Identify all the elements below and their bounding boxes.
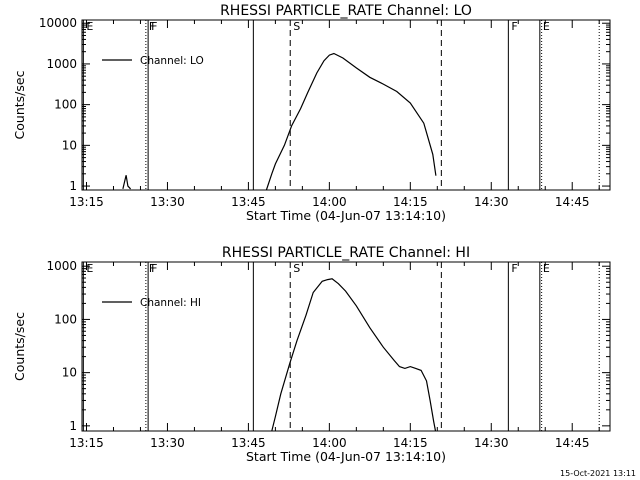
x-tick-label: 13:30 — [150, 436, 185, 450]
y-tick-label: 10 — [62, 366, 77, 380]
chart-title: RHESSI PARTICLE_RATE Channel: HI — [222, 245, 470, 261]
event-marker-label: E — [86, 20, 93, 33]
x-axis-label: Start Time (04-Jun-07 13:14:10) — [246, 449, 446, 464]
y-tick-label: 1 — [69, 419, 77, 433]
x-tick-label: 13:15 — [69, 195, 104, 209]
x-tick-label: 14:45 — [555, 195, 590, 209]
x-tick-label: 13:45 — [231, 195, 266, 209]
x-tick-label: 14:00 — [312, 195, 347, 209]
x-tick-label: 14:45 — [555, 436, 590, 450]
x-tick-label: 14:30 — [474, 195, 509, 209]
event-marker-label: F — [149, 20, 155, 33]
y-axis-label: Counts/sec — [12, 312, 27, 381]
x-tick-label: 14:15 — [393, 195, 428, 209]
event-marker-label: E — [86, 262, 93, 275]
x-tick-label: 13:30 — [150, 195, 185, 209]
plot-frame — [81, 261, 611, 432]
plot-frame — [81, 19, 611, 191]
series-line — [122, 175, 132, 190]
event-marker-label: E — [543, 262, 550, 275]
series-line — [271, 278, 437, 432]
y-tick-label: 1000 — [46, 57, 77, 71]
event-marker-label: F — [149, 262, 155, 275]
event-marker-label: F — [511, 262, 517, 275]
x-tick-label: 13:45 — [231, 436, 266, 450]
legend-entry: Channel: HI — [140, 297, 201, 309]
event-marker-label: S — [293, 262, 300, 275]
y-tick-label: 10 — [62, 138, 77, 152]
y-tick-label: 100 — [54, 312, 77, 326]
event-marker-label: F — [511, 20, 517, 33]
x-tick-label: 14:00 — [312, 436, 347, 450]
event-marker-label: F — [151, 262, 157, 275]
print-timestamp: 15-Oct-2021 13:11 — [560, 469, 636, 478]
x-tick-label: 14:15 — [393, 436, 428, 450]
chart-panel-hi: 13:15 13:30 13:45 14:00 14:15 14:30 14:45 1 10 10… — [12, 245, 611, 464]
x-tick-label: 14:30 — [474, 436, 509, 450]
event-marker-label: E — [543, 20, 550, 33]
y-tick-label: 10000 — [39, 16, 77, 30]
series-line — [265, 52, 437, 191]
chart-title: RHESSI PARTICLE_RATE Channel: LO — [220, 3, 472, 19]
chart-panel-lo: 13:15 13:30 13:45 14:00 14:15 14:30 14:45 1 10 10… — [12, 3, 611, 223]
event-marker-label: S — [293, 20, 300, 33]
y-tick-label: 1000 — [46, 259, 77, 273]
event-marker-label: F — [151, 20, 157, 33]
x-tick-label: 13:15 — [69, 436, 104, 450]
y-tick-label: 1 — [69, 179, 77, 193]
legend-entry: Channel: LO — [140, 55, 204, 67]
y-tick-label: 100 — [54, 98, 77, 112]
x-axis-label: Start Time (04-Jun-07 13:14:10) — [246, 208, 446, 223]
y-axis-label: Counts/sec — [12, 70, 27, 139]
